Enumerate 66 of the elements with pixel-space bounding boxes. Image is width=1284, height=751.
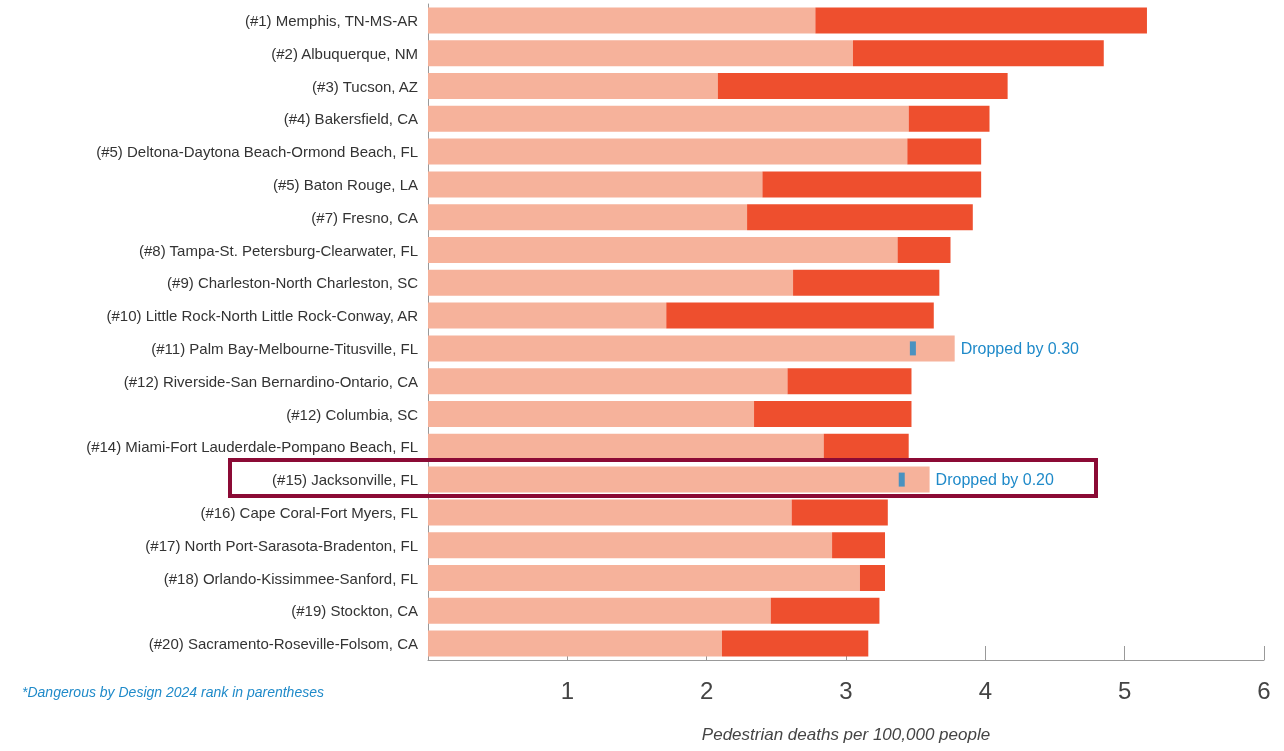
y-tick-label: (#8) Tampa-St. Petersburg-Clearwater, FL: [138, 241, 418, 259]
y-tick-label: (#9) Charleston-North Charleston, SC: [167, 274, 419, 292]
y-tick-label: (#20) Sacramento-Roseville-Folsom, CA: [148, 635, 418, 653]
bar: [747, 204, 973, 231]
annotation: Dropped by 0.20: [935, 471, 1055, 489]
annotation: Dropped by 0.30: [960, 339, 1080, 357]
bar: [717, 73, 1008, 99]
x-tick-label: 4: [978, 676, 993, 704]
bar: [428, 204, 748, 231]
bar: [791, 499, 888, 526]
bar: [721, 630, 869, 657]
bar: [428, 565, 860, 591]
bar: [428, 73, 718, 99]
bar: [787, 368, 912, 395]
bar: [666, 302, 934, 329]
y-tick-label: (#19) Stockton, CA: [291, 602, 418, 620]
y-tick-label: (#3) Tucson, AZ: [312, 77, 418, 95]
x-tick-label: 5: [1117, 676, 1132, 704]
text: *Dangerous by Design 2024 rank in parentheses: [22, 684, 324, 700]
bar: [428, 597, 771, 624]
y-tick-label: (#12) Riverside-San Bernardino-Ontario, CA: [123, 372, 418, 390]
bar: [428, 630, 722, 657]
y-tick-label: (#5) Baton Rouge, LA: [272, 175, 418, 193]
bar: [428, 532, 833, 559]
bar: [852, 40, 1104, 67]
y-tick-label: (#18) Orlando-Kissimmee-Sanford, FL: [163, 569, 418, 587]
y-tick-label: (#15) Jacksonville, FL: [272, 471, 418, 489]
bar: [859, 565, 886, 591]
bar: [428, 138, 908, 165]
bar: [428, 237, 898, 263]
bar: [907, 138, 982, 165]
bar: [754, 401, 912, 427]
bar: [428, 40, 853, 67]
bar: [832, 532, 886, 559]
bar: [815, 7, 1147, 34]
bar: [428, 368, 788, 395]
y-tick-label: (#10) Little Rock-North Little Rock-Conway, AR: [106, 307, 419, 325]
y-tick-label: (#11) Palm Bay-Melbourne-Titusville, FL: [151, 339, 418, 357]
bar: [428, 105, 909, 132]
bar: [428, 7, 816, 34]
bar: [428, 269, 794, 296]
bar: [428, 302, 667, 329]
y-tick-label: (#12) Columbia, SC: [286, 405, 419, 423]
x-tick-label: 2: [699, 676, 714, 704]
x-tick-label: 1: [560, 676, 575, 704]
bar: [897, 237, 951, 263]
bar: [428, 401, 755, 427]
bar: [762, 171, 982, 198]
y-tick-label: (#5) Deltona-Daytona Beach-Ormond Beach, FL: [96, 143, 418, 161]
bar: [770, 597, 880, 624]
bar: [428, 335, 955, 362]
y-tick-label: (#2) Albuquerque, NM: [271, 44, 418, 62]
y-tick-label: (#16) Cape Coral-Fort Myers, FL: [200, 503, 418, 521]
bar: [428, 466, 930, 493]
bar: [793, 269, 940, 296]
y-tick-label: (#7) Fresno, CA: [311, 208, 418, 226]
y-tick-label: (#4) Bakersfield, CA: [283, 110, 418, 128]
bar: [428, 171, 763, 198]
x-tick-label: 6: [1257, 676, 1271, 704]
x-tick-label: 3: [839, 676, 853, 704]
x-axis-title: Pedestrian deaths per 100,000 people: [701, 725, 991, 744]
y-tick-label: (#1) Memphis, TN-MS-AR: [244, 11, 419, 29]
y-tick-label: (#17) North Port-Sarasota-Bradenton, FL: [145, 536, 418, 554]
y-tick-label: (#14) Miami-Fort Lauderdale-Pompano Beach, FL: [86, 438, 418, 456]
bar: [908, 105, 990, 132]
bar: [823, 433, 909, 460]
